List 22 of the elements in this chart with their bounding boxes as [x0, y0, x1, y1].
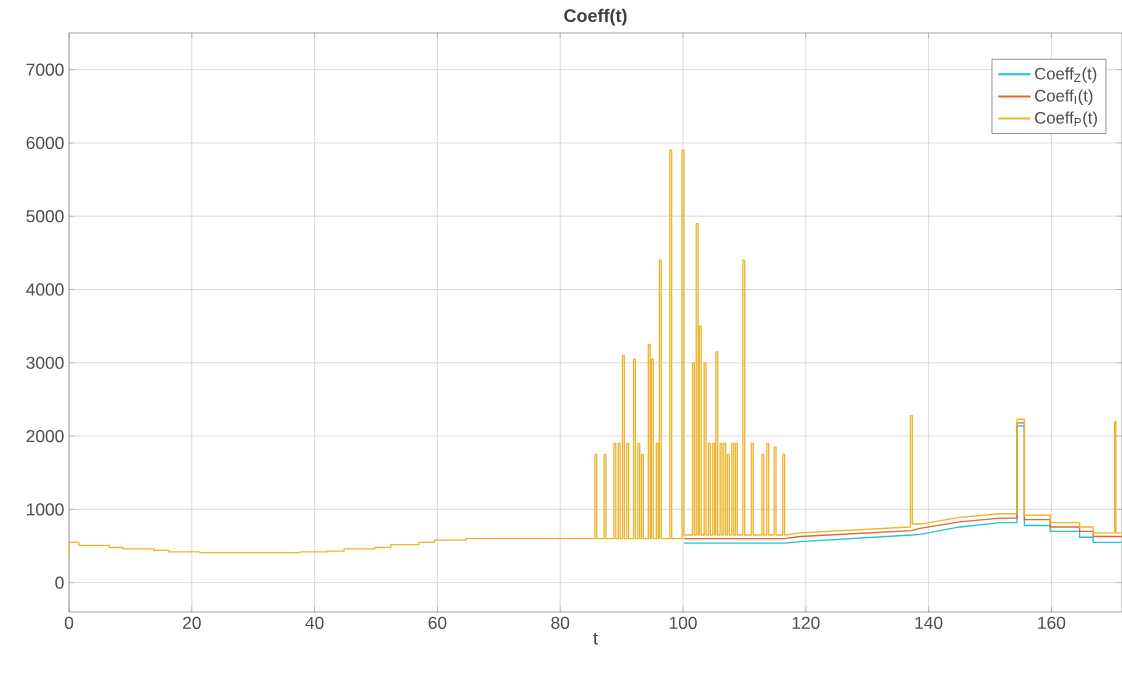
- y-tick-label: 4000: [26, 283, 64, 296]
- y-tick-label: 6000: [26, 136, 64, 150]
- y-tick-label: 7000: [26, 63, 64, 76]
- legend-label: Coeff$_{P}$(t): [1035, 111, 1097, 127]
- x-tick-label: 140: [915, 616, 943, 629]
- x-tick-label: 100: [669, 616, 697, 629]
- x-tick-label: 60: [428, 616, 447, 629]
- x-tick-label: 120: [792, 616, 820, 629]
- chart-title: Coeff(t): [564, 8, 627, 26]
- y-tick-label: 3000: [26, 356, 64, 369]
- y-tick-label: 2000: [26, 429, 64, 443]
- x-tick-label: 40: [305, 616, 324, 629]
- x-axis-title: t: [593, 632, 598, 645]
- y-tick-label: 1000: [27, 503, 64, 516]
- y-tick-label: 5000: [26, 210, 64, 223]
- legend-label: Coeff$_{Z}$(t): [1035, 67, 1097, 83]
- x-tick-label: 80: [551, 616, 570, 629]
- x-tick-label: 0: [64, 616, 74, 629]
- x-tick-label: 20: [183, 616, 201, 629]
- y-tick-label: 0: [55, 576, 64, 589]
- legend-label: Coeff$_{I}$(t): [1035, 89, 1093, 105]
- x-tick-label: 160: [1038, 616, 1066, 629]
